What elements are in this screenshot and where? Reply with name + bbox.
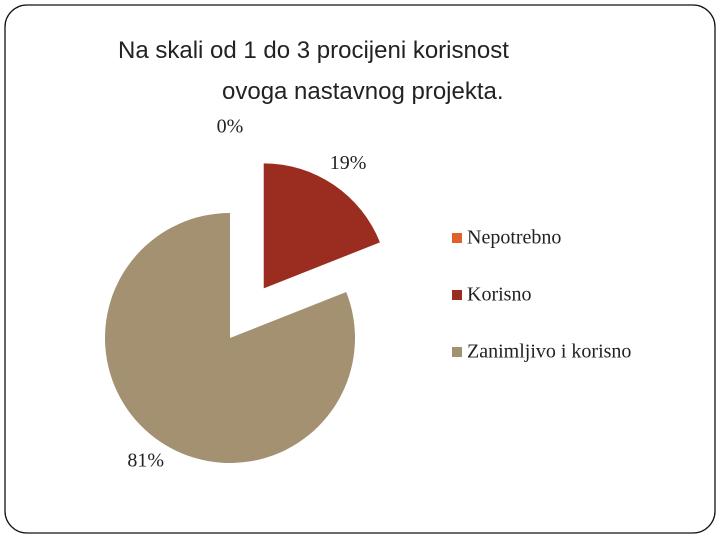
pie-slice	[263, 163, 380, 289]
data-label: 19%	[330, 152, 367, 174]
pie-slice	[105, 213, 355, 463]
data-label: 0%	[217, 116, 244, 138]
legend-swatch	[452, 290, 462, 300]
data-label: 81%	[127, 450, 164, 472]
legend-label: Nepotrebno	[467, 227, 561, 249]
legend-label: Zanimljivo i korisno	[467, 341, 631, 363]
chart-title: ovoga nastavnog projekta.	[222, 78, 504, 105]
legend-swatch	[452, 233, 462, 243]
chart-title: Na skali od 1 do 3 procijeni korisnost	[118, 37, 509, 64]
legend-label: Korisno	[467, 284, 531, 306]
legend-swatch	[452, 347, 462, 357]
